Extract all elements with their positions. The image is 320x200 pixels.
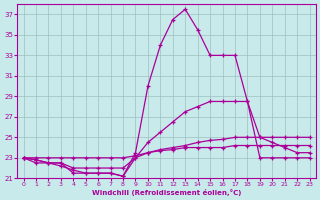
X-axis label: Windchill (Refroidissement éolien,°C): Windchill (Refroidissement éolien,°C) [92,189,241,196]
